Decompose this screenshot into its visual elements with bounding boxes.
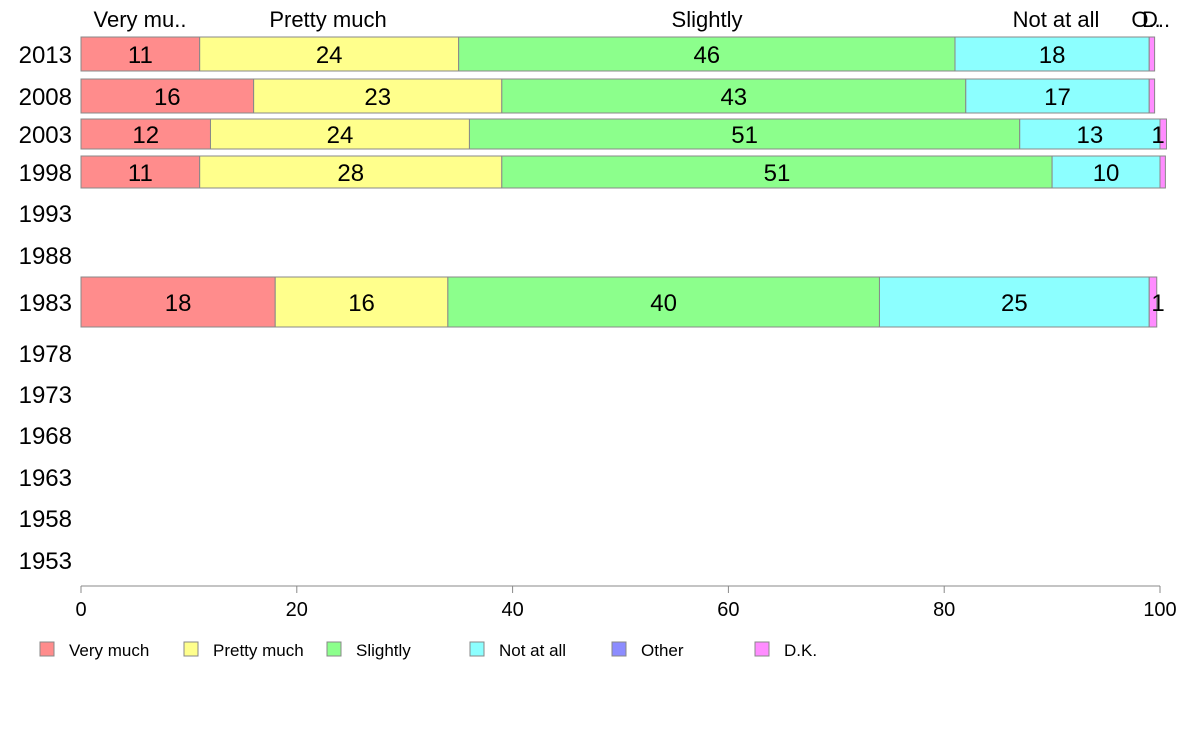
y-tick-label-2008: 2008	[19, 84, 72, 111]
top-label-5: D..	[1142, 7, 1170, 32]
bar-1983-slightly	[447, 276, 880, 328]
y-tick-label-1993: 1993	[19, 201, 72, 228]
top-category-labels: Very mu.. Pretty much Slightly Not at all O.…	[94, 7, 1171, 32]
bar-2003-verymuch	[80, 118, 211, 150]
y-tick-label-1983: 1983	[19, 290, 72, 317]
bar-value-label-2008-1: 23	[364, 84, 391, 111]
legend-label-dk: D.K.	[784, 641, 817, 660]
bar-2013-slightly	[458, 36, 956, 72]
y-tick-label-1953: 1953	[19, 548, 72, 575]
bar-value-label-1998-0: 11	[128, 160, 153, 187]
bar-value-label-2013-1: 24	[316, 42, 343, 69]
y-tick-label-2003: 2003	[19, 122, 72, 149]
bar-value-label-2008-2: 43	[720, 84, 747, 111]
bar-2008-dk	[1148, 78, 1156, 114]
bar-value-label-1983-2: 40	[650, 290, 677, 317]
y-tick-label-1998: 1998	[19, 160, 72, 187]
x-tick-label-80: 80	[933, 599, 955, 621]
x-tick-label-20: 20	[286, 599, 308, 621]
x-tick-label-100: 100	[1143, 599, 1176, 621]
top-label-2: Slightly	[672, 7, 743, 32]
bar-2003-dk	[1159, 118, 1167, 150]
bar-value-label-2003-3: 13	[1077, 122, 1104, 149]
y-tick-label-1978: 1978	[19, 341, 72, 368]
legend-label-other: Other	[641, 641, 684, 660]
x-axis: 0 20 40 60 80 100	[75, 585, 1177, 621]
bar-value-label-2003-5: 1	[1151, 122, 1164, 149]
bar-1998-notatall	[1051, 155, 1161, 189]
bar-value-label-1998-1: 28	[337, 160, 364, 187]
bar-1983-notatall	[878, 276, 1150, 328]
legend-label-verymuch: Very much	[69, 641, 149, 660]
bar-value-label-2003-1: 24	[327, 122, 354, 149]
bar-value-label-2013-3: 18	[1039, 42, 1066, 69]
legend-swatch-other	[611, 641, 627, 657]
legend: Very much Pretty much Slightly Not at all Ot…	[39, 641, 817, 660]
y-tick-label-1958: 1958	[19, 506, 72, 533]
top-label-3: Not at all	[1013, 7, 1100, 32]
bar-value-label-1983-3: 25	[1001, 290, 1028, 317]
bar-value-label-2008-0: 16	[154, 84, 181, 111]
x-tick-label-40: 40	[501, 599, 523, 621]
bar-1983-prettymuch	[274, 276, 449, 328]
bar-value-label-1983-1: 16	[348, 290, 375, 317]
bar-1998-prettymuch	[199, 155, 503, 189]
bar-value-label-2003-0: 12	[132, 122, 159, 149]
bar-2013-notatall	[954, 36, 1150, 72]
bar-1983-dk	[1148, 276, 1158, 328]
bar-2008-prettymuch	[253, 78, 503, 114]
bar-2003-notatall	[1019, 118, 1161, 150]
bar-2003-prettymuch	[209, 118, 470, 150]
bar-value-label-2013-2: 46	[693, 42, 720, 69]
bar-value-label-1983-5: 1	[1151, 290, 1164, 317]
top-label-1: Pretty much	[269, 7, 386, 32]
top-label-0: Very mu..	[94, 7, 187, 32]
x-tick-label-0: 0	[75, 599, 86, 621]
bar-value-label-2013-0: 11	[128, 42, 153, 69]
legend-label-prettymuch: Pretty much	[213, 641, 304, 660]
y-tick-label-2013: 2013	[19, 42, 72, 69]
top-label-4: O..	[1131, 7, 1160, 32]
bar-value-label-1998-3: 10	[1093, 160, 1120, 187]
y-tick-label-1988: 1988	[19, 243, 72, 270]
y-tick-label-1968: 1968	[19, 423, 72, 450]
legend-swatch-notatall	[469, 641, 485, 657]
bar-2013-dk	[1148, 36, 1156, 72]
legend-swatch-slightly	[326, 641, 342, 657]
bar-1983-verymuch	[80, 276, 276, 328]
bar-2003-slightly	[468, 118, 1021, 150]
bar-value-label-1998-2: 51	[764, 160, 791, 187]
bar-value-label-2008-3: 17	[1044, 84, 1071, 111]
legend-swatch-verymuch	[39, 641, 55, 657]
legend-swatch-prettymuch	[183, 641, 199, 657]
bar-value-label-1983-0: 18	[165, 290, 192, 317]
x-tick-label-60: 60	[717, 599, 739, 621]
y-tick-label-1963: 1963	[19, 465, 72, 492]
y-axis: 2013 2008 2003 1998 1993 1988 1983 1978 1973 1968…	[19, 42, 72, 575]
legend-label-slightly: Slightly	[356, 641, 411, 660]
bar-2013-verymuch	[80, 36, 201, 72]
y-tick-label-1973: 1973	[19, 382, 72, 409]
bar-1998-slightly	[501, 155, 1053, 189]
legend-label-notatall: Not at all	[499, 641, 566, 660]
bar-2008-verymuch	[80, 78, 255, 114]
bar-2013-prettymuch	[199, 36, 460, 72]
legend-swatch-dk	[754, 641, 770, 657]
bar-2008-notatall	[965, 78, 1150, 114]
bar-1998-dk	[1159, 155, 1166, 189]
bar-2008-slightly	[501, 78, 967, 114]
bar-value-label-2003-2: 51	[731, 122, 758, 149]
